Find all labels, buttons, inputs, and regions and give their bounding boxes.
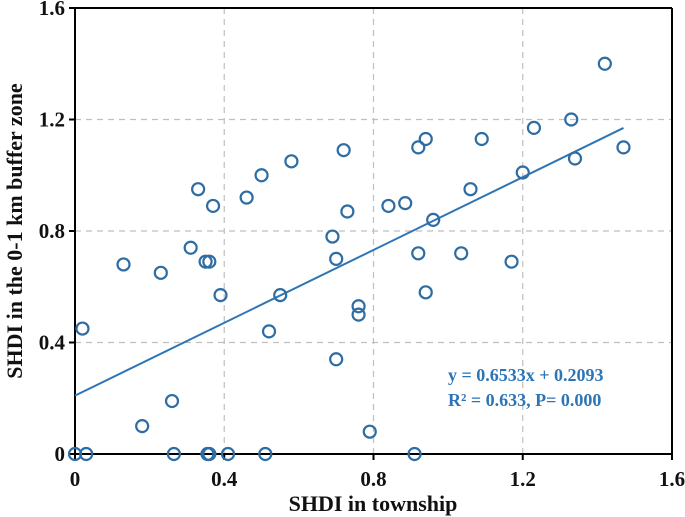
- data-point: [336, 143, 351, 158]
- data-point: [411, 246, 426, 261]
- data-point: [191, 182, 206, 197]
- data-point: [202, 446, 217, 462]
- data-point: [407, 446, 422, 462]
- data-point: [597, 56, 612, 71]
- data-point: [183, 240, 198, 255]
- data-point: [362, 424, 377, 439]
- data-point: [205, 198, 221, 214]
- data-point: [135, 419, 150, 434]
- data-point: [463, 182, 478, 197]
- data-point: [418, 285, 433, 300]
- regression-equation: y = 0.6533x + 0.2093: [448, 365, 604, 385]
- data-point: [418, 131, 433, 147]
- data-point: [504, 254, 519, 269]
- data-point: [254, 168, 269, 183]
- x-tick-label: 0.8: [360, 467, 386, 491]
- data-point: [164, 393, 180, 409]
- y-tick-label: 1.2: [39, 108, 65, 132]
- data-point: [515, 165, 530, 180]
- x-tick-label: 1.6: [659, 467, 685, 491]
- data-point: [258, 446, 273, 462]
- data-point: [329, 251, 344, 266]
- data-point: [340, 204, 355, 219]
- data-point: [564, 112, 579, 127]
- x-tick-label: 0: [70, 467, 81, 491]
- data-point: [398, 196, 413, 211]
- regression-stats: R² = 0.633, P= 0.000: [448, 390, 601, 410]
- data-point: [213, 288, 228, 303]
- data-point: [426, 212, 441, 227]
- axes: [69, 7, 673, 460]
- data-point: [79, 446, 94, 462]
- data-point: [411, 140, 426, 155]
- data-point: [325, 229, 340, 244]
- data-point: [166, 446, 181, 462]
- gridlines: [75, 8, 672, 454]
- data-point: [202, 254, 217, 269]
- y-tick-label: 1.6: [39, 0, 65, 20]
- data-point: [116, 257, 131, 272]
- data-point: [381, 198, 396, 214]
- trend-line: [74, 127, 624, 397]
- data-point: [351, 299, 366, 314]
- data-point: [273, 288, 288, 303]
- x-tick-label: 1.2: [510, 467, 536, 491]
- y-axis-label: SHDI in the 0-1 km buffer zone: [2, 83, 27, 379]
- y-tick-label: 0: [55, 442, 66, 466]
- y-tick-label: 0.4: [39, 331, 66, 355]
- data-point: [261, 324, 277, 339]
- x-tick-label: 0.4: [211, 467, 238, 491]
- data-point: [526, 120, 542, 135]
- data-point: [284, 154, 299, 169]
- tick-labels: 0 0.4 0.8 1.2 1.6 0 0.4 0.8 1.2 1.6: [39, 0, 685, 491]
- data-point: [329, 352, 344, 367]
- data-point: [567, 151, 583, 166]
- x-axis-label: SHDI in township: [289, 491, 458, 516]
- data-point: [454, 246, 469, 261]
- data-point: [153, 265, 168, 280]
- data-point: [239, 190, 254, 205]
- data-point: [75, 321, 90, 336]
- data-point: [616, 140, 631, 155]
- data-point: [474, 131, 489, 147]
- data-point: [220, 446, 236, 462]
- data-point: [351, 307, 366, 322]
- y-tick-label: 0.8: [39, 219, 65, 243]
- data-points: [67, 56, 631, 462]
